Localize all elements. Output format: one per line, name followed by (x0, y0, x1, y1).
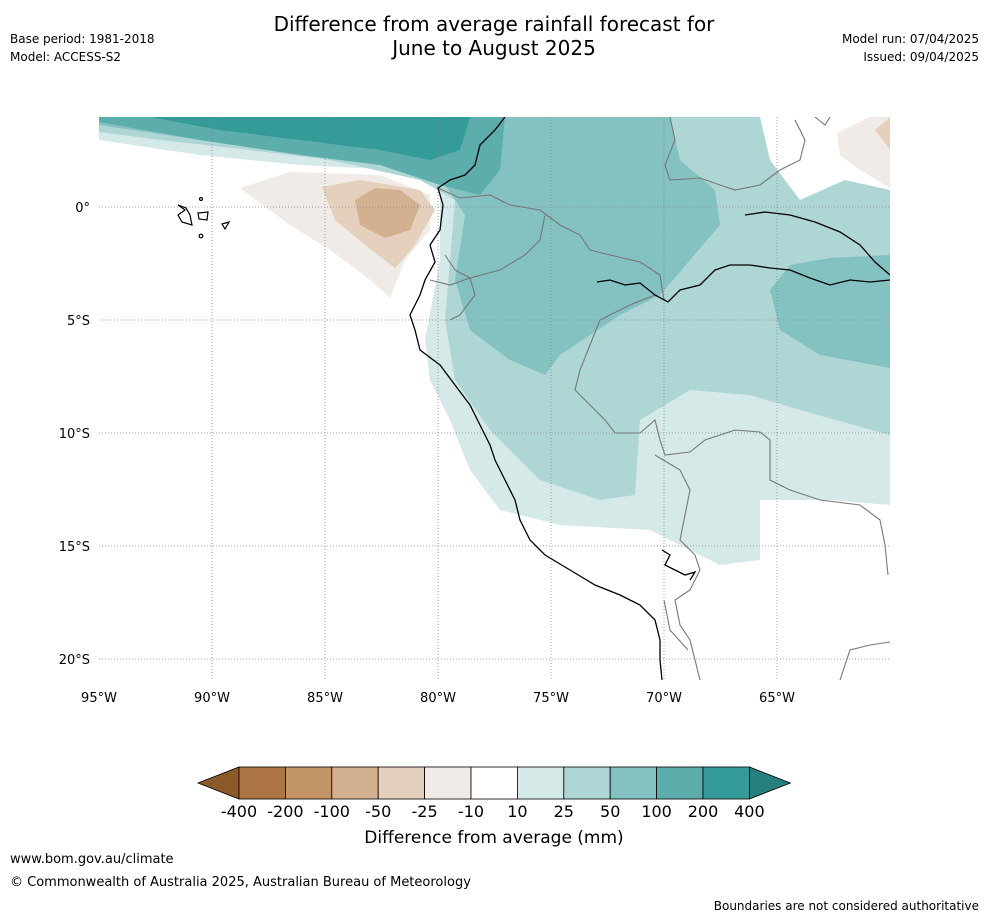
colorbar-tick-label: 200 (688, 802, 719, 821)
neutral-area-ne-dry-2 (875, 117, 890, 150)
colorbar: -400 -200 -100 -50 -25 -10 10 25 50 100 200 400 (196, 766, 792, 821)
neutral-area-se (660, 502, 890, 680)
colorbar-tick-label: 50 (600, 802, 620, 821)
title-line-1: Difference from average rainfall forecas… (273, 12, 715, 36)
colorbar-tick-label: 25 (554, 802, 574, 821)
rain-band-50-100 (99, 117, 720, 375)
lat-label-10s: 10°S (59, 427, 90, 442)
colorbar-tick-label: -400 (221, 802, 257, 821)
country-borders (429, 117, 890, 680)
border-east-1 (814, 117, 831, 126)
border-peru-bolivia (654, 454, 701, 680)
colorbar-swatch (656, 766, 704, 800)
colorbar-swatch (702, 766, 750, 800)
lat-label-0: 0° (75, 201, 90, 216)
footer-url[interactable]: www.bom.gov.au/climate (10, 852, 174, 867)
colorbar-tick-label: -25 (412, 802, 438, 821)
rain-band-50-100-east (770, 255, 890, 368)
lon-label-85w: 85°W (307, 691, 343, 706)
river-amazon (596, 264, 890, 303)
border-ecuador-peru-coast (429, 277, 476, 321)
colorbar-tick-label: 100 (641, 802, 672, 821)
rain-band-200-400 (150, 117, 470, 160)
dry-band-50-100 (355, 188, 420, 238)
border-colombia-ecuador-peru (437, 187, 889, 576)
lat-label-5s: 5°S (67, 314, 90, 329)
colorbar-tick-label: 400 (734, 802, 765, 821)
lon-label-95w: 95°W (81, 691, 117, 706)
colorbar-swatch (331, 766, 379, 800)
colorbar-tick-label: -200 (267, 802, 303, 821)
colorbar-swatch (284, 766, 333, 800)
border-ecuador-peru-south (444, 214, 546, 279)
river-north (744, 211, 890, 276)
colorbar-swatch (563, 766, 611, 800)
colorbar-arrow-low (196, 766, 240, 800)
meta-right: Model run: 07/04/2025 Issued: 09/04/2025 (842, 30, 979, 66)
lon-label-75w: 75°W (533, 691, 569, 706)
colorbar-tick-label: -10 (458, 802, 484, 821)
island-isabela (177, 204, 193, 226)
lat-label-15s: 15°S (59, 540, 90, 555)
chart-title: Difference from average rainfall forecas… (0, 12, 988, 60)
colorbar-title: Difference from average (mm) (364, 828, 623, 848)
title-line-2: June to August 2025 (392, 36, 596, 60)
lon-label-70w: 70°W (646, 691, 682, 706)
colorbar-tick-label: 10 (507, 802, 527, 821)
colorbar-arrow-high (749, 766, 792, 800)
lon-label-65w: 65°W (759, 691, 795, 706)
colorbar-swatch (238, 766, 286, 800)
colorbar-swatch (470, 766, 518, 800)
meta-left: Base period: 1981-2018 Model: ACCESS-S2 (10, 30, 155, 66)
footer-copyright: © Commonwealth of Australia 2025, Austra… (10, 875, 471, 890)
lon-label-90w: 90°W (194, 691, 230, 706)
colorbar-swatch (424, 766, 472, 800)
lon-label-80w: 80°W (420, 691, 456, 706)
footer-note: Boundaries are not considered authoritat… (713, 899, 979, 913)
island-san-cristobal (221, 221, 231, 231)
lake-titicaca (661, 549, 697, 581)
border-colombia-venezuela-brazil (664, 117, 806, 191)
graticule (99, 117, 890, 680)
lat-axis-labels: 0° 5°S 10°S 15°S 20°S (59, 201, 90, 668)
border-bolivia-chile (663, 599, 689, 651)
base-period: Base period: 1981-2018 (10, 32, 155, 46)
neutral-area-ne-dry (837, 117, 890, 188)
lat-label-20s: 20°S (59, 653, 90, 668)
issued-date: Issued: 09/04/2025 (863, 50, 979, 64)
model-run: Model run: 07/04/2025 (841, 32, 979, 46)
model-name: Model: ACCESS-S2 (10, 50, 122, 64)
lon-axis-labels: 95°W 90°W 85°W 80°W 75°W 70°W 65°W (81, 691, 795, 706)
colorbar-swatch (517, 766, 565, 800)
colorbar-swatch (377, 766, 426, 800)
colorbar-swatch (609, 766, 658, 800)
island-santa-cruz (197, 211, 209, 221)
colorbar-tick-label: -50 (365, 802, 391, 821)
island-floreana (198, 233, 204, 239)
galapagos-islands (177, 196, 231, 239)
coastlines (409, 117, 890, 680)
map-panel (99, 117, 890, 680)
coastline-pacific (409, 117, 663, 680)
island-santiago (198, 196, 204, 202)
border-bolivia-south (839, 641, 890, 680)
colorbar-tick-label: -100 (314, 802, 350, 821)
